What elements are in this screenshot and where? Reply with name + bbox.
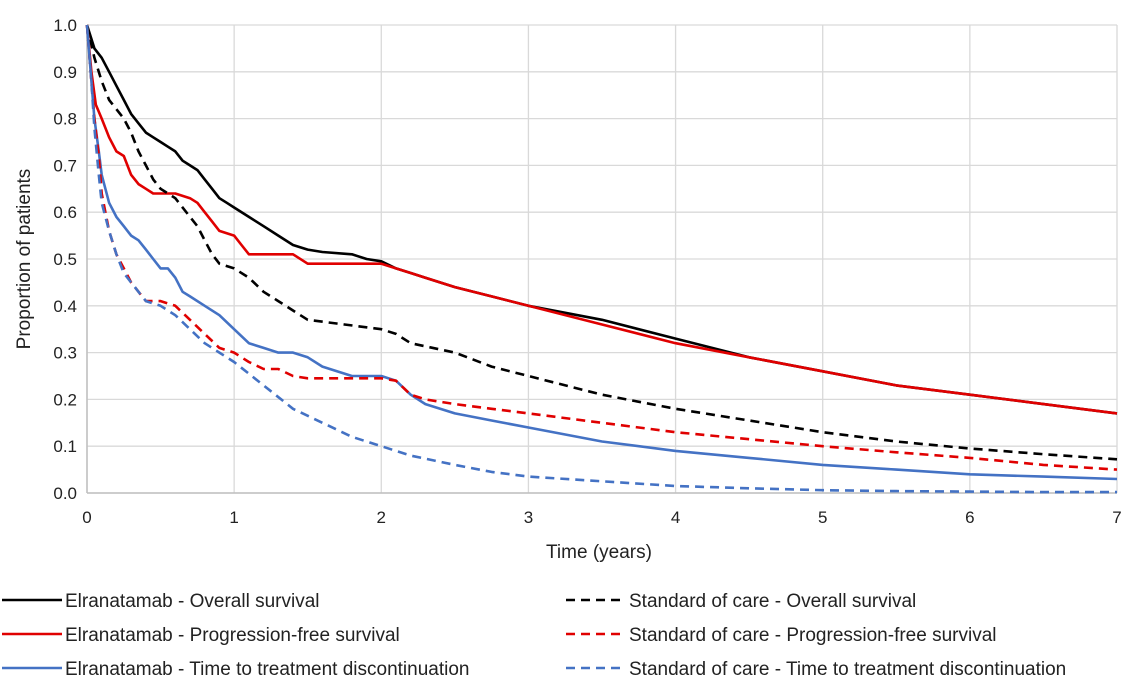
y-tick-label: 0.9 [53, 63, 77, 82]
series-line-1 [85, 24, 1118, 415]
x-tick-label: 7 [1112, 508, 1121, 527]
x-tick-label: 2 [377, 508, 386, 527]
x-tick-label: 1 [229, 508, 238, 527]
legend-label: Standard of care - Progression-free surv… [629, 625, 997, 646]
y-tick-label: 0.8 [53, 110, 77, 129]
x-tick-label: 4 [671, 508, 680, 527]
series-line-0 [85, 24, 1118, 415]
series-line-3 [85, 24, 1118, 461]
y-tick-label: 0.7 [53, 156, 77, 175]
y-tick-label: 0.4 [53, 297, 77, 316]
y-axis-title: Proportion of patients [14, 169, 35, 350]
legend-label: Elranatamab - Time to treatment disconti… [65, 659, 469, 680]
y-tick-label: 0.2 [53, 390, 77, 409]
y-tick-label: 1.0 [53, 16, 77, 35]
legend-label: Standard of care - Overall survival [629, 591, 916, 612]
x-tick-label: 5 [818, 508, 827, 527]
x-tick-label: 3 [524, 508, 533, 527]
legend-label: Elranatamab - Progression-free survival [65, 625, 400, 646]
series-lines [85, 24, 1118, 494]
y-tick-label: 0.1 [53, 437, 77, 456]
series-line-5 [85, 24, 1117, 494]
grid [86, 24, 1118, 494]
legend-label: Standard of care - Time to treatment dis… [629, 659, 1066, 680]
y-tick-label: 0.0 [53, 484, 77, 503]
y-tick-label: 0.5 [53, 250, 77, 269]
x-tick-label: 0 [82, 508, 91, 527]
legend: Elranatamab - Overall survival Elranatama… [2, 591, 1066, 680]
axes: 0.0 0.1 0.2 0.3 0.4 0.5 0.6 0.7 0.8 0.9 1.0 0 1 2 3 4 5 6… [53, 16, 1121, 527]
series-line-4 [85, 24, 1118, 471]
y-tick-label: 0.6 [53, 203, 77, 222]
legend-label: Elranatamab - Overall survival [65, 591, 319, 612]
x-axis-title: Time (years) [546, 542, 652, 563]
y-tick-label: 0.3 [53, 344, 77, 363]
series-line-2 [85, 24, 1118, 481]
x-tick-label: 6 [965, 508, 974, 527]
